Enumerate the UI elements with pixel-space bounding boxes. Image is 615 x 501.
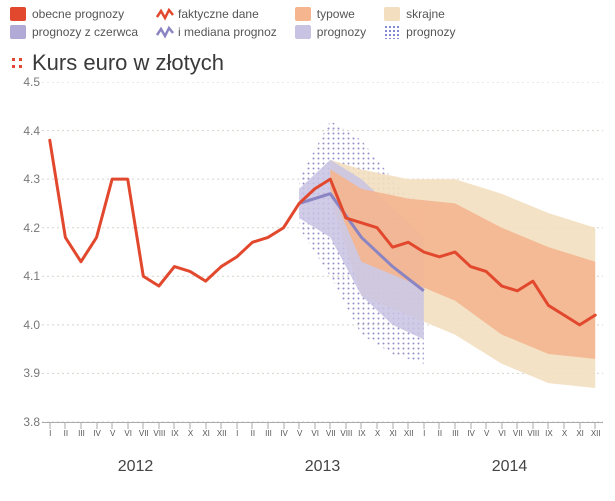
x-month-tick: XI	[392, 423, 393, 429]
y-tick-label: 4.2	[6, 221, 40, 235]
x-axis-months: IIIIIIIVVVIVIIVIIIIXXXIXIIIIIIIIIVVVIVII…	[42, 422, 603, 442]
x-month-tick: X	[190, 423, 191, 429]
legend-faktyczne-top: faktyczne dane	[156, 6, 277, 22]
y-axis: 3.83.94.04.14.24.34.44.5	[6, 82, 40, 422]
legend-label: obecne prognozy	[32, 6, 124, 22]
y-tick-label: 3.9	[6, 366, 40, 380]
x-month-tick: II	[439, 423, 440, 429]
x-month-tick: VIII	[532, 423, 533, 429]
x-month-tick: IV	[283, 423, 284, 429]
x-month-tick: IV	[96, 423, 97, 429]
x-month-tick: VII	[330, 423, 331, 429]
x-month-tick: VI	[501, 423, 502, 429]
x-month-tick: VII	[143, 423, 144, 429]
x-month-tick: I	[49, 423, 50, 429]
x-month-tick: XI	[579, 423, 580, 429]
y-tick-label: 4.4	[6, 124, 40, 138]
x-month-tick: IX	[174, 423, 175, 429]
y-tick-label: 4.5	[6, 75, 40, 89]
x-year-label: 2014	[416, 442, 603, 476]
x-month-tick: IX	[548, 423, 549, 429]
y-tick-label: 3.8	[6, 415, 40, 429]
legend-faktyczne-bot: i mediana prognoz	[156, 24, 277, 40]
x-month-tick: VIII	[345, 423, 346, 429]
legend-typowe-top: typowe	[295, 6, 366, 22]
legend-label: i mediana prognoz	[178, 24, 277, 40]
x-month-tick: V	[299, 423, 300, 429]
legend-label: prognozy	[317, 24, 366, 40]
legend-skrajne-top: skrajne	[384, 6, 455, 22]
legend: obecne prognozy prognozy z czerwca fakty…	[0, 0, 615, 48]
x-month-tick: X	[377, 423, 378, 429]
legend-skrajne-bot: prognozy	[384, 24, 455, 40]
swatch-faktyczne-line	[156, 7, 172, 21]
x-month-tick: VI	[314, 423, 315, 429]
chart-title: Kurs euro w złotych	[32, 50, 224, 76]
swatch-typowe2	[295, 25, 311, 39]
x-month-tick: VIII	[158, 423, 159, 429]
swatch-skrajne-dotted	[384, 25, 400, 39]
legend-label: faktyczne dane	[178, 6, 259, 22]
legend-label: skrajne	[406, 6, 445, 22]
x-month-tick: III	[454, 423, 455, 429]
legend-label: typowe	[317, 6, 355, 22]
legend-obecne: obecne prognozy	[10, 6, 138, 22]
x-month-tick: IV	[470, 423, 471, 429]
title-dots-icon	[10, 56, 24, 70]
legend-czerwca: prognozy z czerwca	[10, 24, 138, 40]
x-month-tick: XI	[205, 423, 206, 429]
x-month-tick: V	[486, 423, 487, 429]
x-month-tick: VI	[127, 423, 128, 429]
x-month-tick: II	[65, 423, 66, 429]
x-month-tick: XII	[595, 423, 596, 429]
chart-plot	[42, 82, 603, 422]
x-month-tick: III	[80, 423, 81, 429]
swatch-obecne	[10, 7, 26, 21]
x-month-tick: X	[564, 423, 565, 429]
title-row: Kurs euro w złotych	[0, 48, 615, 82]
x-month-tick: V	[112, 423, 113, 429]
x-axis: IIIIIIIVVVIVIIVIIIIXXXIXIIIIIIIIIVVVIVII…	[42, 422, 603, 478]
legend-typowe-bot: prognozy	[295, 24, 366, 40]
x-month-tick: VII	[517, 423, 518, 429]
swatch-median-line	[156, 25, 172, 39]
x-month-tick: III	[267, 423, 268, 429]
swatch-typowe	[295, 7, 311, 21]
legend-label: prognozy z czerwca	[32, 24, 138, 40]
y-tick-label: 4.3	[6, 172, 40, 186]
x-year-label: 2013	[229, 442, 416, 476]
x-month-tick: XII	[221, 423, 222, 429]
x-axis-years: 201220132014	[42, 442, 603, 476]
y-tick-label: 4.0	[6, 318, 40, 332]
x-month-tick: I	[423, 423, 424, 429]
x-month-tick: IX	[361, 423, 362, 429]
legend-label: prognozy	[406, 24, 455, 40]
y-tick-label: 4.1	[6, 269, 40, 283]
chart-area: 3.83.94.04.14.24.34.44.5	[42, 82, 603, 422]
x-year-label: 2012	[42, 442, 229, 476]
x-month-tick: I	[236, 423, 237, 429]
swatch-czerwca	[10, 25, 26, 39]
swatch-skrajne	[384, 7, 400, 21]
x-month-tick: II	[252, 423, 253, 429]
x-month-tick: XII	[408, 423, 409, 429]
